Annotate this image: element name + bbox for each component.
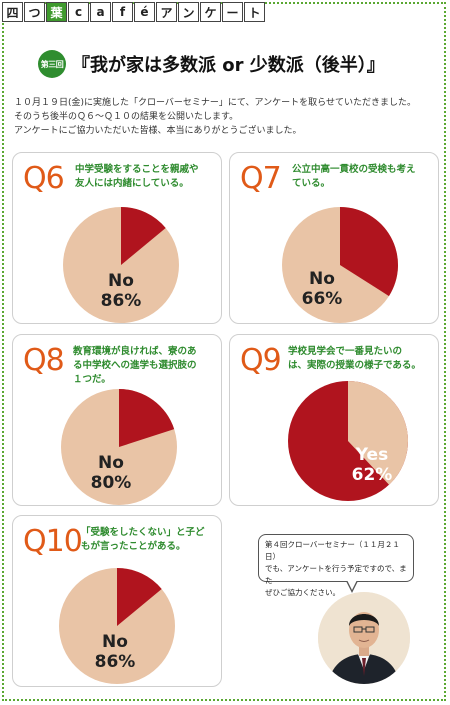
section-heading: 第三回 『我が家は多数派 or 少数派（後半）』 <box>38 46 385 82</box>
pie-answer: Yes <box>355 445 389 465</box>
question-number: Q6 <box>23 161 65 196</box>
question-card-q10: Q10 「受験をしたくない」と子ど もが言ったことがある。 No 86% <box>12 515 222 687</box>
bubble-line: でも、アンケートを行う予定ですので、また <box>265 564 407 585</box>
title-tile: ト <box>244 2 265 22</box>
announcement-bubble: 第４回クローバーセミナー（１１月２１日） でも、アンケートを行う予定ですので、ま… <box>258 534 414 597</box>
intro-text: １０月１９日(金)に実施した「クローバーセミナー」にて、アンケートを取らせていた… <box>14 96 438 138</box>
presenter-photo <box>318 592 410 684</box>
question-text: 教育環境が良ければ、寮のあ る中学校への進学も選択肢の １つだ。 <box>73 345 213 387</box>
question-text-line: 友人には内緒にしている。 <box>75 178 189 189</box>
question-number: Q9 <box>240 343 282 378</box>
question-card-q7: Q7 公立中高一貫校の受検も考え ている。 No 66% <box>229 152 439 324</box>
intro-line: そのうち後半のＱ６～Ｑ１０の結果を公開いたします。 <box>14 112 239 122</box>
question-text: 中学受験をすることを親戚や 友人には内緒にしている。 <box>75 163 213 191</box>
pie-slice-minor <box>119 389 175 447</box>
bubble-tail-inner <box>347 580 357 590</box>
pie-answer: No <box>309 269 335 289</box>
pie-chart <box>59 568 175 684</box>
question-text: 「受験をしたくない」と子ど もが言ったことがある。 <box>81 526 213 554</box>
pie-label: Yes 62% <box>342 445 402 485</box>
question-number: Q10 <box>23 524 83 559</box>
question-text-line: は、実際の授業の様子である。 <box>288 360 421 371</box>
title-tile: ン <box>178 2 199 22</box>
pie-slice-minor <box>340 207 398 297</box>
pie-value: 62% <box>351 465 393 485</box>
question-text: 学校見学会で一番見たいの は、実際の授業の様子である。 <box>288 345 430 373</box>
title-tile: ー <box>222 2 243 22</box>
title-tile: ケ <box>200 2 221 22</box>
pie-value: 86% <box>94 652 136 672</box>
intro-line: アンケートにご協力いただいた皆様、本当にありがとうございました。 <box>14 126 302 136</box>
question-text-line: 学校見学会で一番見たいの <box>288 346 403 357</box>
question-text: 公立中高一貫校の受検も考え ている。 <box>292 163 430 191</box>
presenter-illustration <box>318 592 410 684</box>
question-text-line: １つだ。 <box>73 374 111 385</box>
pie-value: 66% <box>301 289 343 309</box>
pie-chart <box>282 207 398 323</box>
question-card-q8: Q8 教育環境が良ければ、寮のあ る中学校への進学も選択肢の １つだ。 No 8… <box>12 334 222 506</box>
question-text-line: 中学受験をすることを親戚や <box>75 164 199 175</box>
title-tile: f <box>112 2 133 22</box>
title-tile: é <box>134 2 155 22</box>
title-tile: 葉 <box>46 2 67 22</box>
question-text-line: 公立中高一貫校の受検も考え <box>292 164 416 175</box>
pie-chart <box>63 207 179 323</box>
issue-badge: 第三回 <box>38 50 66 78</box>
question-text-line: もが言ったことがある。 <box>81 541 186 552</box>
question-number: Q8 <box>23 343 65 378</box>
pie-answer: No <box>102 632 128 652</box>
pie-slice-minor <box>348 381 408 485</box>
title-tile: c <box>68 2 89 22</box>
page-title: 『我が家は多数派 or 少数派（後半）』 <box>72 55 385 76</box>
pie-chart <box>61 389 177 505</box>
title-tile: つ <box>24 2 45 22</box>
pie-slice-minor <box>117 568 162 626</box>
pie-value: 80% <box>90 473 132 493</box>
question-card-q9: Q9 学校見学会で一番見たいの は、実際の授業の様子である。 Yes 62% <box>229 334 439 506</box>
pie-label: No 66% <box>292 269 352 309</box>
question-number: Q7 <box>240 161 282 196</box>
pie-label: No 86% <box>91 271 151 311</box>
intro-line: １０月１９日(金)に実施した「クローバーセミナー」にて、アンケートを取らせていた… <box>14 98 416 108</box>
question-card-q6: Q6 中学受験をすることを親戚や 友人には内緒にしている。 No 86% <box>12 152 222 324</box>
question-text-line: 教育環境が良ければ、寮のあ <box>73 346 197 357</box>
title-tile: 四 <box>2 2 23 22</box>
pie-label: No 86% <box>85 632 145 672</box>
bubble-line: 第４回クローバーセミナー（１１月２１日） <box>265 540 400 561</box>
pie-slice-minor <box>121 207 166 265</box>
question-text-line: 「受験をしたくない」と子ど <box>81 527 205 538</box>
pie-value: 86% <box>100 291 142 311</box>
pie-answer: No <box>108 271 134 291</box>
bubble-line: ぜひご協力ください。 <box>265 588 340 597</box>
pie-chart <box>288 381 408 501</box>
title-tile: ア <box>156 2 177 22</box>
question-text-line: ている。 <box>292 178 331 189</box>
pie-label: No 80% <box>81 453 141 493</box>
title-strip: 四 つ 葉 c a f é ア ン ケ ー ト <box>2 2 265 24</box>
title-tile: a <box>90 2 111 22</box>
pie-answer: No <box>98 453 124 473</box>
question-text-line: る中学校への進学も選択肢の <box>73 360 197 371</box>
